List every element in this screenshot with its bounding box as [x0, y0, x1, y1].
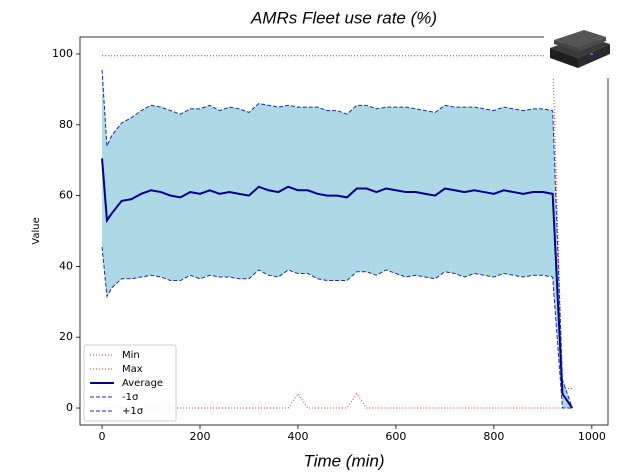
chart-title: AMRs Fleet use rate (%): [250, 8, 437, 27]
x-tick-label: 600: [385, 430, 406, 443]
x-axis-label: Time (min): [303, 451, 384, 470]
series-line: [101, 69, 573, 409]
series-line: [101, 246, 573, 409]
legend-label: -1σ: [122, 392, 139, 403]
pallet-side: [554, 40, 578, 52]
legend-label: Max: [122, 364, 143, 375]
y-tick-label: 80: [59, 118, 73, 131]
x-tick-label: 800: [483, 430, 504, 443]
amr-robot-image: [544, 26, 614, 78]
x-tick-label: 0: [99, 430, 106, 443]
y-tick-label: 100: [52, 47, 73, 60]
pallet-front: [578, 37, 606, 52]
y-tick-label: 60: [59, 189, 73, 202]
y-tick-label: 40: [59, 259, 73, 272]
x-tick-label: 400: [287, 430, 308, 443]
y-axis-label: Value: [31, 217, 42, 244]
robot-light: [590, 53, 593, 55]
robot-front: [578, 44, 610, 68]
y-tick-label: 0: [66, 401, 73, 414]
legend-label: Min: [122, 350, 140, 361]
legend-box: [83, 344, 177, 422]
robot-side: [550, 48, 578, 68]
x-tick-label: 1000: [578, 430, 606, 443]
x-tick-label: 200: [190, 430, 211, 443]
sigma-band: [102, 69, 573, 409]
legend: Min Max Average -1σ +1σ: [83, 344, 177, 422]
legend-label: +1σ: [122, 406, 144, 417]
series-line: [101, 158, 574, 409]
plot-frame: [79, 36, 609, 426]
legend-label: Average: [122, 378, 163, 389]
pallet-top: [554, 30, 606, 48]
series-line: [102, 55, 573, 390]
y-tick-label: 20: [59, 330, 73, 343]
